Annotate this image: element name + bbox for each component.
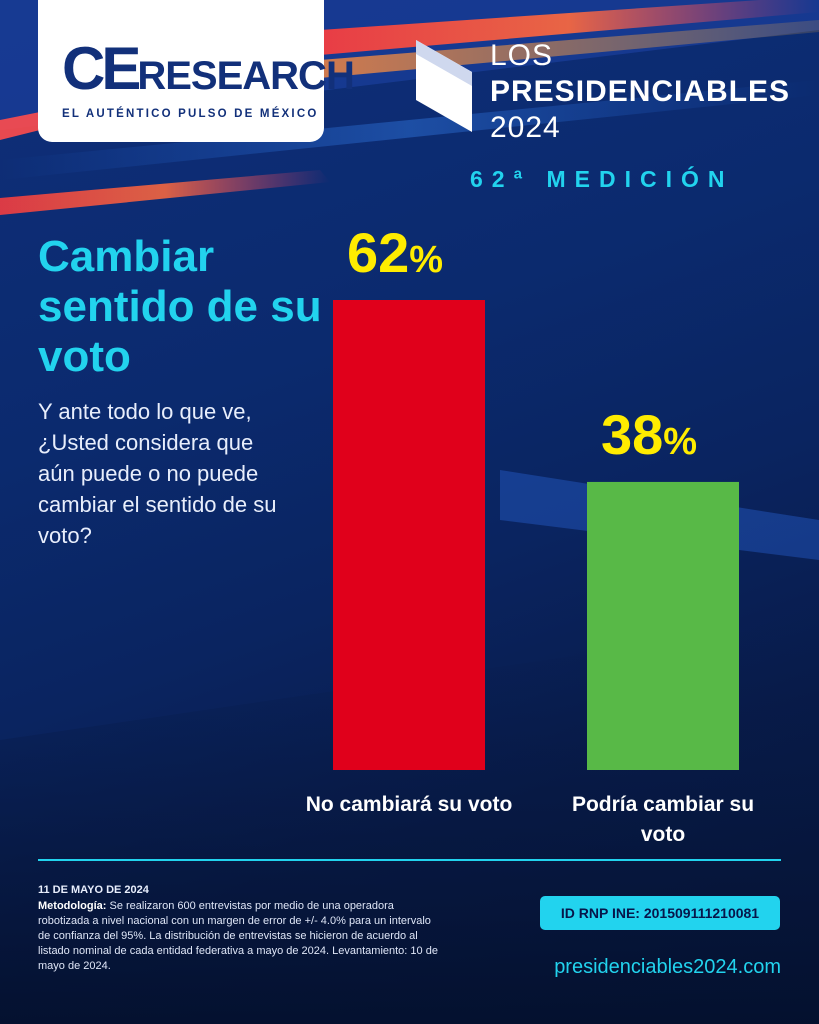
survey-question: Y ante todo lo que ve, ¿Usted considera … — [38, 399, 277, 548]
campaign-title-line3: 2024 — [490, 111, 561, 144]
bar-value-label-2: 38% — [601, 402, 698, 466]
methodology-body: Se realizaron 600 entrevistas por medio … — [38, 900, 438, 972]
campaign-title: LOS PRESIDENCIABLES 2024 — [490, 38, 790, 146]
logo-tagline: EL AUTÉNTICO PULSO DE MÉXICO — [62, 108, 319, 120]
campaign-title-line1: LOS — [490, 39, 554, 72]
logo-research: RESEARCH — [137, 54, 354, 98]
footer-divider — [38, 859, 781, 861]
ce-research-logo: CERESEARCH EL AUTÉNTICO PULSO DE MÉXICO — [38, 0, 355, 142]
bar-2 — [587, 481, 739, 770]
logo-ce: CE — [62, 35, 141, 102]
category-label-2: Podría cambiar su voto — [571, 793, 755, 846]
bar-value-label-1: 62% — [347, 221, 444, 284]
presidenciables-emblem-icon — [416, 40, 472, 132]
edition-label: 62ª MEDICIÓN — [470, 166, 734, 192]
category-label-1: No cambiará su voto — [305, 793, 513, 816]
survey-date: 11 DE MAYO DE 2024 — [38, 884, 149, 896]
rnp-id-badge: ID RNP INE: 201509111210081 — [540, 896, 780, 930]
headline: Cambiar sentido de su voto — [38, 232, 322, 381]
website-link[interactable]: presidenciables2024.com — [554, 956, 781, 978]
methodology-label: Metodología: — [38, 900, 107, 912]
bar-1 — [333, 300, 485, 770]
methodology-text: Metodología: Se realizaron 600 entrevist… — [38, 899, 438, 974]
campaign-title-line2: PRESIDENCIABLES — [490, 75, 791, 108]
